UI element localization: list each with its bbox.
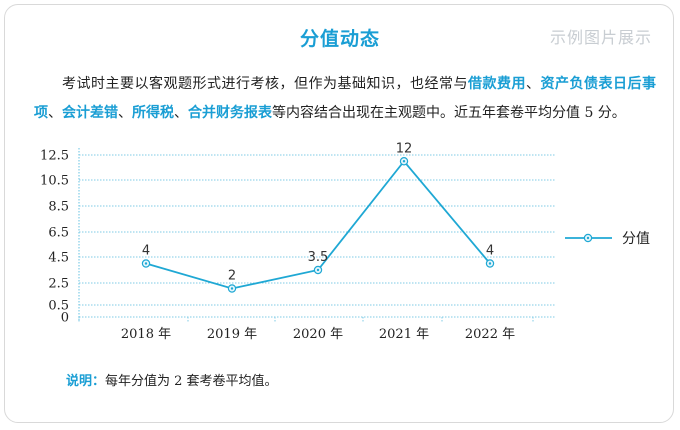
highlight-term: 合并财务报表 xyxy=(188,105,272,121)
intro-text: 考试时主要以客观题形式进行考核，但作为基础知识，也经常与 xyxy=(62,76,468,92)
note-text: 每年分值为 2 套考卷平均值。 xyxy=(105,374,278,389)
y-tick-label: 10.5 xyxy=(40,174,69,189)
y-tick-label: 2.5 xyxy=(48,277,69,292)
data-point-dot xyxy=(488,262,492,265)
y-tick-label: 6.5 xyxy=(48,226,69,241)
intro-text: 、 xyxy=(174,105,188,121)
x-category-label: 2018 年 xyxy=(121,327,171,342)
y-tick-label: 4.5 xyxy=(48,251,69,266)
highlight-term: 所得税 xyxy=(132,105,174,121)
note-label: 说明： xyxy=(66,374,106,389)
watermark-label: 示例图片展示 xyxy=(550,28,653,47)
page-title: 分值动态 xyxy=(299,28,380,50)
legend-label: 分值 xyxy=(622,231,650,247)
intro-text: 、 xyxy=(48,105,62,121)
highlight-term: 借款费用 xyxy=(468,76,526,92)
y-tick-label: 8.5 xyxy=(48,200,69,215)
note: 说明：每年分值为 2 套考卷平均值。 xyxy=(66,370,278,389)
data-label: 4 xyxy=(142,244,150,259)
intro-paragraph: 考试时主要以客观题形式进行考核，但作为基础知识，也经常与借款费用、资产负债表日后… xyxy=(34,70,656,128)
data-label: 3.5 xyxy=(308,250,329,265)
data-point-dot xyxy=(230,287,234,290)
data-point-dot xyxy=(316,268,320,272)
x-category-label: 2022 年 xyxy=(465,327,515,342)
highlight-term: 资产负债表日后事项 xyxy=(34,76,656,121)
intro-text: 等内容结合出现在主观题中。近五年套卷平均分值 5 分。 xyxy=(272,105,626,121)
data-label: 4 xyxy=(486,244,494,259)
data-point-dot xyxy=(144,262,148,265)
y-tick-label: 12.5 xyxy=(40,149,69,164)
y-tick-label: 0 xyxy=(61,311,69,326)
x-category-label: 2020 年 xyxy=(293,327,343,342)
intro-text: 、 xyxy=(118,105,132,121)
data-point-dot xyxy=(402,160,406,163)
intro-text: 、 xyxy=(526,76,541,92)
data-label: 2 xyxy=(228,269,236,284)
content-card xyxy=(4,4,674,423)
legend-marker-dot xyxy=(586,236,590,240)
highlight-term: 会计差错 xyxy=(62,105,118,121)
y-tick-label: 0.5 xyxy=(48,299,69,314)
x-category-label: 2019 年 xyxy=(207,327,257,342)
x-category-label: 2021 年 xyxy=(379,327,429,342)
data-label: 12 xyxy=(396,141,413,156)
